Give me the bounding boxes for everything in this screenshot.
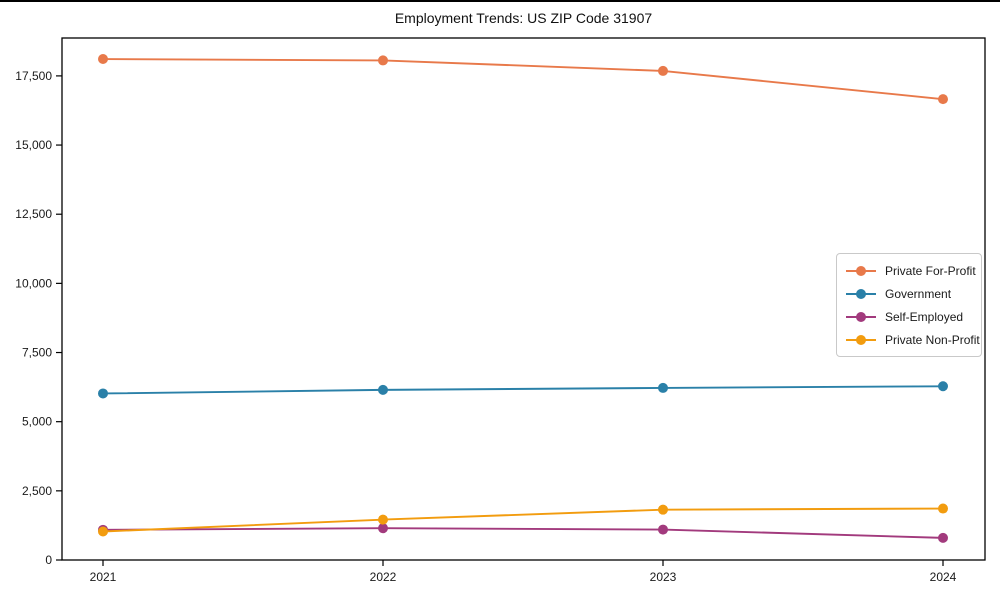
x-axis-tick-label: 2022 <box>370 570 397 584</box>
series-marker-government <box>98 388 108 399</box>
y-axis-tick-label: 7,500 <box>22 346 52 360</box>
y-axis-tick-label: 12,500 <box>15 207 52 221</box>
legend-marker-private-for-profit <box>856 265 866 276</box>
legend: Private For-Profit Government Self-Employe… <box>836 253 982 357</box>
screenshot-top-border <box>0 0 1000 2</box>
legend-sample-private-non-profit-icon <box>846 334 876 345</box>
legend-label-self-employed: Self-Employed <box>885 309 964 324</box>
chart-title: Employment Trends: US ZIP Code 31907 <box>394 10 653 26</box>
series-marker-government <box>938 381 948 392</box>
legend-label-private-for-profit: Private For-Profit <box>885 263 976 278</box>
series-marker-private-non-profit <box>938 503 948 514</box>
x-axis-tick-label: 2024 <box>930 570 957 584</box>
legend-item-private-non-profit: Private Non-Profit <box>846 328 980 351</box>
series-line-private-for-profit <box>102 58 944 101</box>
series-marker-self-employed <box>938 532 948 543</box>
legend-marker-private-non-profit <box>856 334 866 345</box>
series-marker-private-for-profit <box>658 65 668 76</box>
series-marker-private-for-profit <box>378 55 388 66</box>
series-marker-private-non-profit <box>378 514 388 525</box>
y-axis-tick-label: 0 <box>45 553 52 567</box>
series-line-private-non-profit <box>102 507 944 533</box>
legend-item-government: Government <box>846 282 973 305</box>
x-axis-tick-label: 2021 <box>90 570 117 584</box>
y-axis-tick-label: 2,500 <box>22 484 52 498</box>
legend-marker-government <box>856 288 866 299</box>
series-marker-private-non-profit <box>98 526 108 537</box>
legend-label-private-non-profit: Private Non-Profit <box>885 332 980 347</box>
plot-frame <box>61 37 986 561</box>
series-line-self-employed <box>102 527 944 539</box>
series-marker-private-for-profit <box>938 94 948 105</box>
series-marker-self-employed <box>658 524 668 535</box>
legend-item-private-for-profit: Private For-Profit <box>846 259 976 282</box>
legend-item-self-employed: Self-Employed <box>846 305 973 328</box>
y-axis-tick-label: 15,000 <box>15 138 52 152</box>
y-axis-tick-label: 10,000 <box>15 276 52 290</box>
x-axis-tick-label: 2023 <box>650 570 677 584</box>
series-marker-private-non-profit <box>658 504 668 515</box>
series-marker-government <box>658 382 668 393</box>
legend-sample-private-for-profit-icon <box>846 265 876 276</box>
legend-sample-government-icon <box>846 288 876 299</box>
legend-marker-self-employed <box>856 311 866 322</box>
series-marker-private-for-profit <box>98 54 108 65</box>
legend-label-government: Government <box>885 286 952 301</box>
series-marker-self-employed <box>378 523 388 534</box>
legend-sample-self-employed-icon <box>846 311 876 322</box>
series-marker-government <box>378 384 388 395</box>
y-axis-tick-label: 17,500 <box>15 69 52 83</box>
series-line-government <box>102 385 944 395</box>
y-axis-tick-label: 5,000 <box>22 415 52 429</box>
